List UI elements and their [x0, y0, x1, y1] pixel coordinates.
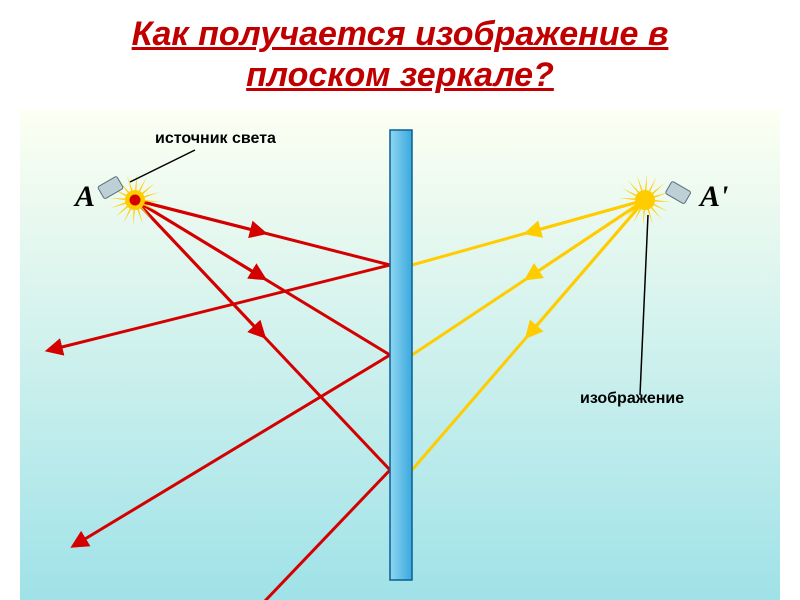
- diagram-area: A A' источник света изображение: [20, 110, 780, 600]
- title-line-2: плоском зеркале?: [246, 56, 554, 94]
- flat-mirror: [390, 130, 412, 580]
- source-caption: источник света: [155, 130, 276, 148]
- point-label-a: A: [75, 180, 95, 214]
- point-label-a-prime: A': [700, 180, 728, 214]
- title-line-1: Как получается изображение в: [132, 15, 669, 53]
- slide-header: Как получается изображение в плоском зер…: [0, 0, 800, 110]
- image-caption: изображение: [580, 390, 684, 408]
- diagram-svg: [20, 110, 780, 600]
- slide-title: Как получается изображение в плоском зер…: [132, 14, 669, 96]
